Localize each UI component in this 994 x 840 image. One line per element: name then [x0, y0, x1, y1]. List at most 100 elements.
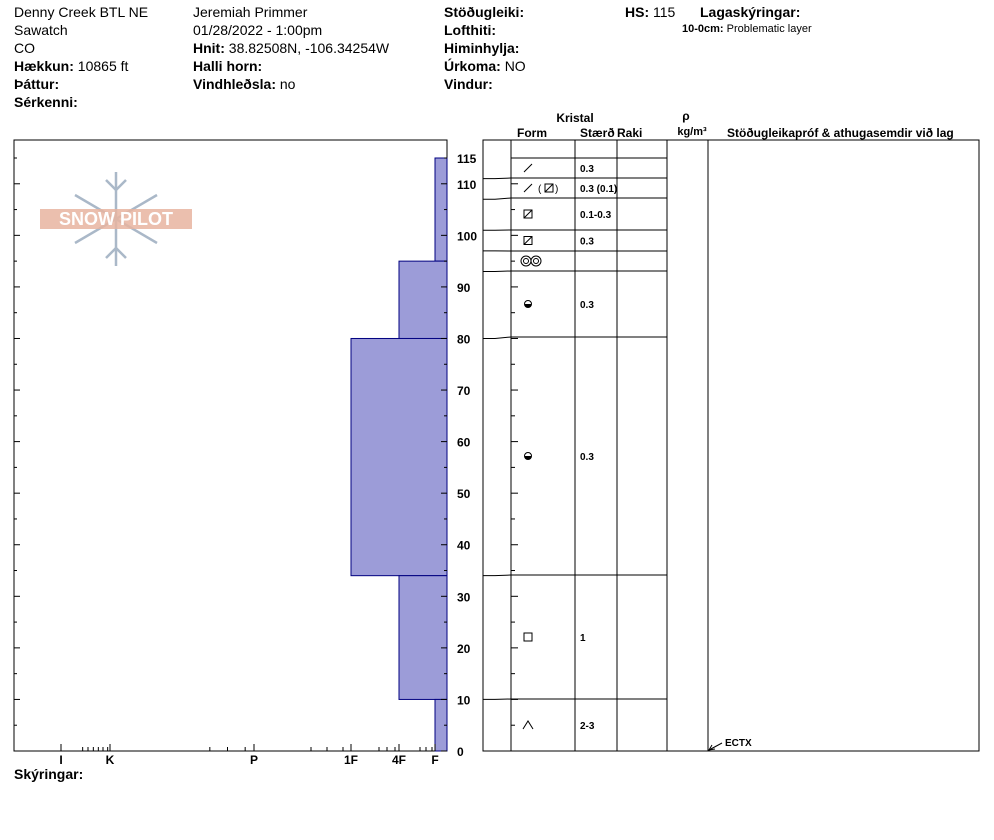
grain-form-icon: ()	[523, 183, 558, 195]
snowpilot-logo: SNOW PILOT	[40, 172, 192, 266]
aspect: Þáttur:	[14, 75, 59, 93]
precip-value: NO	[504, 58, 526, 74]
depth-connector	[483, 177, 512, 180]
grain-form-icon	[523, 632, 533, 642]
test-pointer	[708, 742, 723, 751]
grain-size: 0.1-0.3	[580, 210, 612, 221]
hs: HS: 115	[625, 3, 675, 21]
paren-text: )	[555, 184, 558, 195]
depth-connector	[483, 336, 512, 339]
wind-loading-value: no	[279, 76, 296, 92]
stability-label: Stöðugleiki:	[444, 4, 525, 20]
arrow-icon	[708, 744, 716, 751]
layer-note: 10-0cm: Problematic layer	[682, 22, 812, 36]
crystal-rows: 0.3 () 0.3 (0.1) 0.1-0.3 0.3 0.3 0.3 1 2-3	[511, 157, 667, 732]
depth-tick-label: 70	[457, 384, 471, 398]
grain-form-icon	[523, 163, 533, 173]
layer-notes: Lagaskýringar:	[700, 3, 800, 21]
hardness-bar	[398, 260, 448, 339]
hs-label: HS:	[625, 4, 650, 20]
paren-text: (	[538, 184, 542, 195]
location: Denny Creek BTL NE	[14, 4, 149, 20]
hardness-bar	[398, 575, 448, 700]
rounded-fill-icon	[524, 456, 532, 460]
sky-label: Himinhylja:	[444, 40, 520, 56]
depth-hoar-icon	[522, 720, 534, 730]
hardness-tick-label: P	[250, 753, 258, 767]
grain-form-icon	[523, 236, 533, 245]
melt-freeze-icon	[520, 255, 532, 267]
melt-freeze-icon	[530, 255, 542, 267]
depth-tick-label: 90	[457, 281, 471, 295]
hardness-tick-label: 1F	[344, 753, 358, 767]
slope-label: Halli horn:	[193, 58, 263, 74]
depth-tick-label: 20	[457, 642, 471, 656]
depth-tick-label: 0	[457, 745, 464, 759]
wind-loading: Vindhleðsla: no	[193, 75, 295, 93]
form-header: Form	[517, 126, 547, 140]
air-temp: Lofthiti:	[444, 21, 496, 39]
logo-text: SNOW PILOT	[59, 209, 173, 229]
observer: Jeremiah Primmer	[193, 4, 308, 20]
notes: Skýringar:	[14, 765, 83, 783]
faceted-rounded-icon	[523, 236, 533, 245]
depth-tick-label: 40	[457, 539, 471, 553]
decomposing-icon	[523, 163, 533, 173]
tests-header: Stöðugleikapróf & athugasemdir við lag	[727, 126, 954, 140]
grain-form-icon	[524, 300, 532, 308]
wind-loading-label: Vindhleðsla:	[193, 76, 276, 92]
aspect-label: Þáttur:	[14, 76, 60, 92]
layer-note-text: Problematic layer	[726, 23, 812, 35]
elevation: Hækkun: 10865 ft	[14, 57, 128, 75]
grain-size: 0.3	[580, 164, 594, 175]
hardness-x-axis: I K P 1F 4F F	[59, 744, 439, 767]
moisture-header: Raki	[617, 126, 642, 140]
melt-freeze-icon	[533, 258, 539, 264]
grain-size: 0.3 (0.1)	[580, 184, 617, 195]
hardness-tick-label: 4F	[392, 753, 406, 767]
rounded-fill-icon	[524, 304, 532, 308]
grain-form-icon	[523, 209, 533, 219]
specifics-label: Sérkenni:	[14, 94, 78, 110]
grain-size: 0.3	[580, 300, 594, 311]
depth-connector	[483, 574, 512, 577]
slash-icon	[523, 209, 533, 219]
depth-tick-label: 60	[457, 436, 471, 450]
precip: Úrkoma: NO	[444, 57, 526, 75]
hs-value: 115	[653, 4, 676, 20]
depth-tick-label: 80	[457, 332, 471, 346]
grain-form-icon	[524, 452, 532, 460]
slash-icon	[544, 183, 554, 193]
stability: Stöðugleiki:	[444, 3, 524, 21]
depth-tick-label: 10	[457, 693, 471, 707]
air-temp-label: Lofthiti:	[444, 22, 497, 38]
table-frame	[482, 139, 980, 752]
layer-notes-label: Lagaskýringar:	[700, 4, 801, 20]
hardness-tick-label: F	[431, 753, 438, 767]
depth-tick-label: 110	[457, 178, 477, 192]
faceted-rounded-icon	[544, 183, 554, 193]
datetime: 01/28/2022 - 1:00pm	[193, 22, 323, 38]
state: CO	[14, 40, 35, 56]
sky: Himinhylja:	[444, 39, 519, 57]
density-unit: kg/m³	[677, 126, 707, 138]
precip-label: Úrkoma:	[444, 58, 501, 74]
elevation-value: 10865 ft	[77, 58, 129, 74]
hardness-bars	[350, 157, 448, 752]
grain-size: 1	[580, 633, 586, 644]
wind: Vindur:	[444, 75, 493, 93]
range: Sawatch	[14, 22, 68, 38]
depth-tick-label: 50	[457, 487, 471, 501]
stability-tests: ECTX	[708, 738, 752, 751]
specifics: Sérkenni:	[14, 93, 78, 111]
faceted-rounded-icon	[523, 209, 533, 219]
density-symbol: ρ	[682, 109, 689, 123]
depth-axis: 0 10 20 30 40 50 60 70 80 90 100 110 115	[14, 152, 518, 759]
depth-connectors	[483, 177, 512, 700]
grain-form-icon	[522, 720, 534, 730]
coords-label: Hnit:	[193, 40, 225, 56]
coords: Hnit: 38.82508N, -106.34254W	[193, 39, 389, 57]
hardness-bar	[350, 337, 448, 577]
notes-label: Skýringar:	[14, 766, 84, 782]
faceted-icon	[523, 632, 533, 642]
